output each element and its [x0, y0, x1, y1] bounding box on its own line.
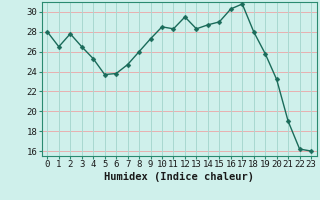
X-axis label: Humidex (Indice chaleur): Humidex (Indice chaleur) — [104, 172, 254, 182]
